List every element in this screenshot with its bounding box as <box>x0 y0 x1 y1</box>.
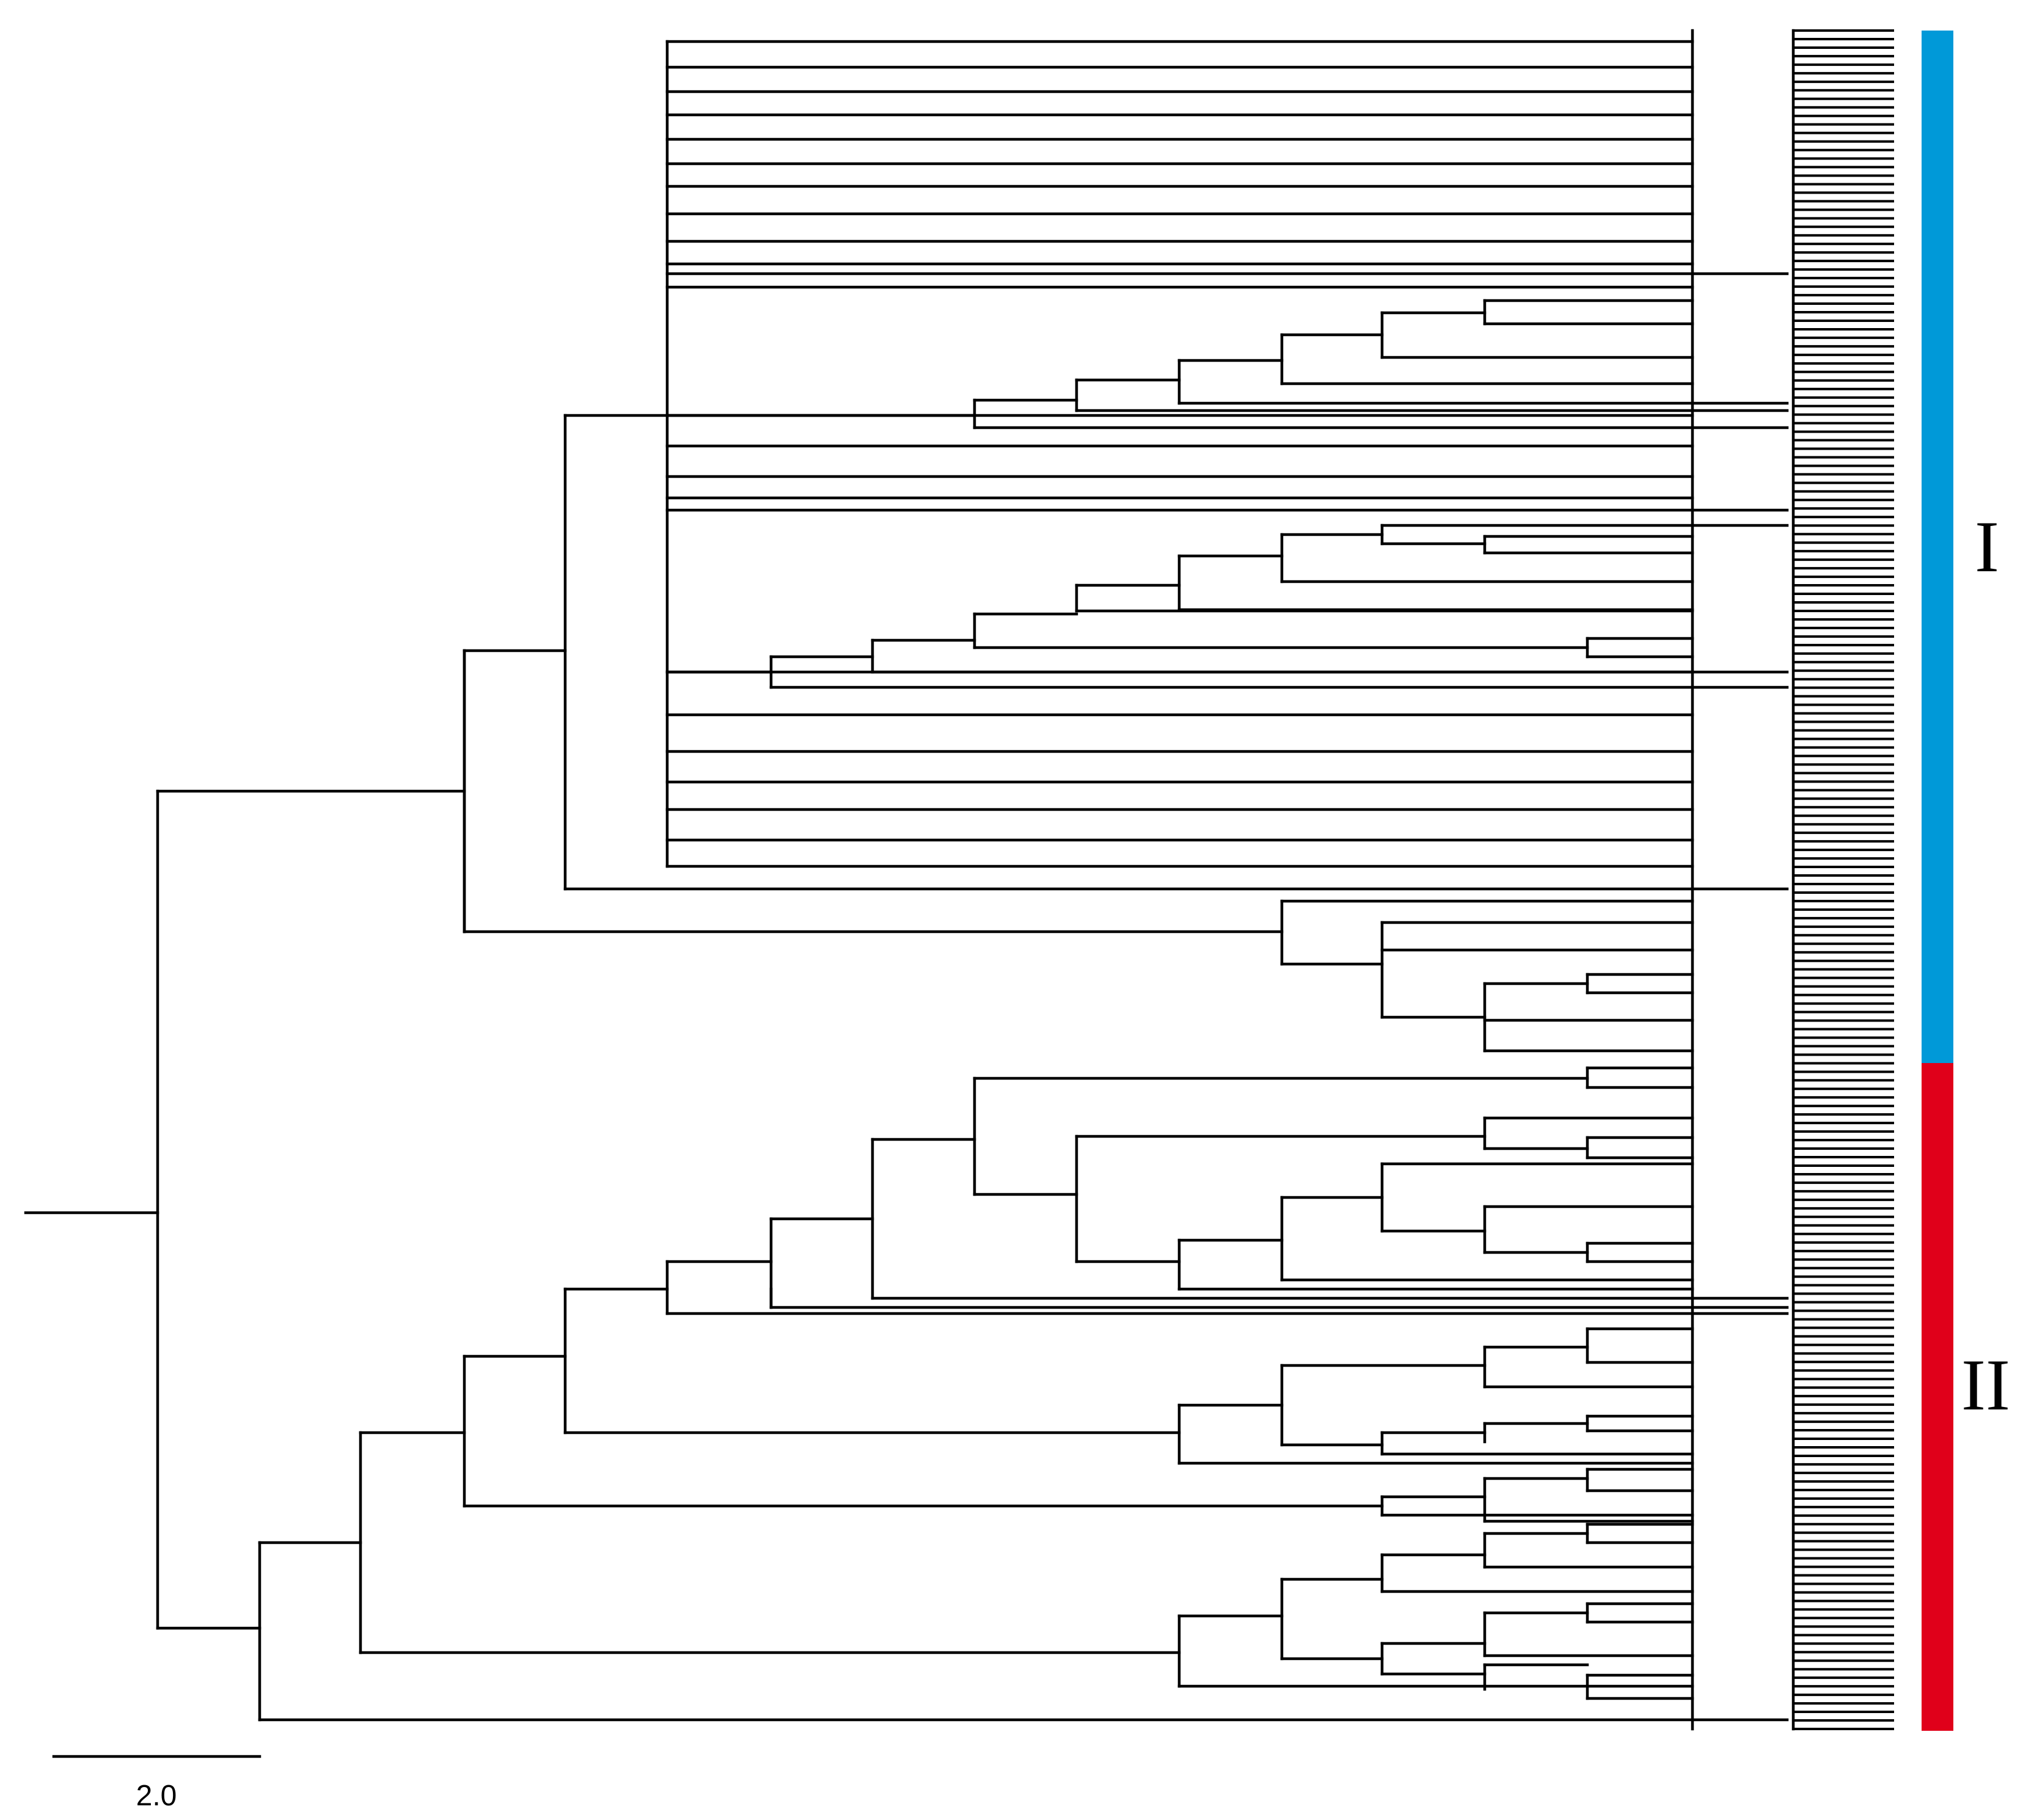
clade-II-bar <box>1922 1063 1953 1731</box>
tree-tips <box>1793 29 1894 1730</box>
clade-I-label: I <box>1975 506 1999 587</box>
clade-I-bar <box>1922 31 1953 1063</box>
tree-branches <box>24 29 1795 1731</box>
clade-II-label: II <box>1961 1344 2010 1425</box>
scale-bar-label: 2.0 <box>136 1780 177 1812</box>
